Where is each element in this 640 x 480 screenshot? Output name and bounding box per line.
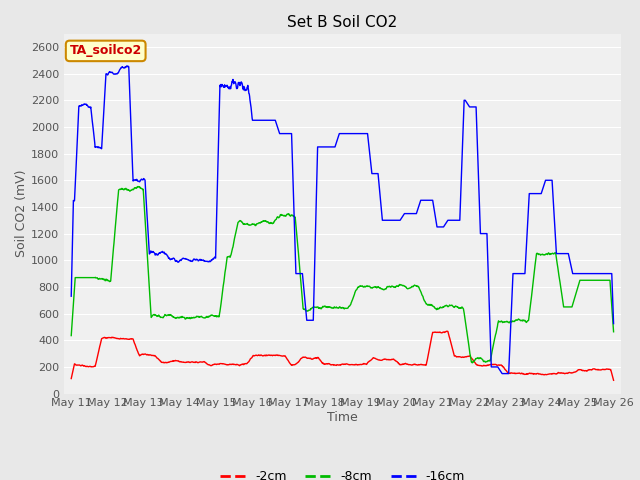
-2cm — [131, 342, 139, 348]
-16cm — [499, 371, 506, 376]
-2cm — [308, 356, 316, 362]
-8cm — [67, 333, 75, 338]
Text: TA_soilco2: TA_soilco2 — [70, 44, 142, 58]
Line: -16cm: -16cm — [71, 66, 614, 373]
-8cm — [376, 285, 384, 291]
-16cm — [376, 194, 384, 200]
X-axis label: Time: Time — [327, 411, 358, 424]
-16cm — [298, 271, 305, 276]
-16cm — [109, 71, 117, 76]
-8cm — [134, 184, 142, 190]
Y-axis label: Soil CO2 (mV): Soil CO2 (mV) — [15, 170, 28, 257]
Title: Set B Soil CO2: Set B Soil CO2 — [287, 15, 397, 30]
Legend: -2cm, -8cm, -16cm: -2cm, -8cm, -16cm — [215, 465, 470, 480]
-16cm — [132, 177, 140, 183]
-16cm — [309, 317, 317, 323]
-2cm — [109, 335, 117, 340]
Line: -8cm: -8cm — [71, 187, 614, 363]
-2cm — [376, 357, 384, 363]
Line: -2cm: -2cm — [71, 331, 614, 380]
-2cm — [444, 328, 451, 334]
-8cm — [468, 360, 476, 366]
-2cm — [67, 376, 75, 382]
-2cm — [319, 360, 326, 366]
-8cm — [109, 249, 117, 254]
-8cm — [309, 305, 317, 311]
-8cm — [610, 329, 618, 335]
-16cm — [610, 321, 618, 326]
-8cm — [319, 304, 326, 310]
-2cm — [610, 377, 618, 383]
-16cm — [319, 144, 326, 150]
-16cm — [67, 293, 75, 299]
-16cm — [123, 63, 131, 69]
-8cm — [298, 288, 305, 294]
-8cm — [131, 185, 139, 191]
-2cm — [298, 356, 305, 361]
